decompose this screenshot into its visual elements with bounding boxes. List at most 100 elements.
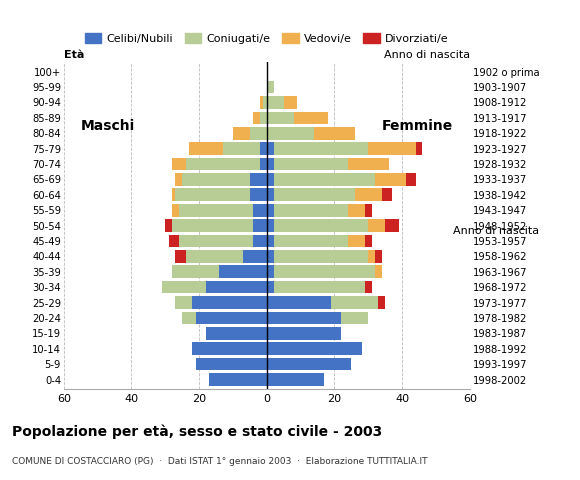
Bar xyxy=(260,96,263,109)
Bar xyxy=(267,81,274,93)
Bar xyxy=(172,158,186,170)
Bar xyxy=(172,189,176,201)
Bar xyxy=(267,111,294,124)
Bar xyxy=(169,235,179,247)
Bar xyxy=(267,358,351,371)
Bar xyxy=(182,312,196,324)
Bar xyxy=(267,373,324,386)
Bar xyxy=(267,265,274,278)
Bar xyxy=(267,189,274,201)
Bar xyxy=(405,173,416,186)
Bar xyxy=(267,296,331,309)
Bar xyxy=(162,281,206,293)
Bar xyxy=(267,235,274,247)
Bar xyxy=(206,327,267,340)
Bar xyxy=(186,250,243,263)
Bar xyxy=(253,204,267,216)
Bar xyxy=(253,111,260,124)
Bar xyxy=(274,189,355,201)
Bar xyxy=(165,219,172,232)
Bar xyxy=(379,296,385,309)
Text: Anno di nascita: Anno di nascita xyxy=(384,50,470,60)
Bar xyxy=(267,173,274,186)
Bar xyxy=(176,189,250,201)
Bar xyxy=(274,235,348,247)
Bar xyxy=(274,142,368,155)
Bar xyxy=(253,235,267,247)
Bar xyxy=(416,142,422,155)
Bar xyxy=(314,127,355,140)
Bar xyxy=(223,142,260,155)
Bar xyxy=(250,127,267,140)
Bar xyxy=(267,250,274,263)
Bar xyxy=(267,327,341,340)
Bar xyxy=(267,158,274,170)
Bar xyxy=(365,235,372,247)
Y-axis label: Anno di nascita: Anno di nascita xyxy=(453,226,539,236)
Bar xyxy=(179,235,253,247)
Bar xyxy=(348,158,389,170)
Bar xyxy=(263,96,267,109)
Bar xyxy=(267,312,341,324)
Bar xyxy=(250,173,267,186)
Bar xyxy=(284,96,298,109)
Bar xyxy=(348,235,365,247)
Bar xyxy=(382,189,392,201)
Bar xyxy=(375,173,405,186)
Bar xyxy=(219,265,267,278)
Bar xyxy=(341,312,368,324)
Bar xyxy=(274,265,375,278)
Bar xyxy=(193,296,267,309)
Bar xyxy=(368,219,385,232)
Bar xyxy=(368,250,375,263)
Bar xyxy=(206,281,267,293)
Bar xyxy=(186,158,260,170)
Bar xyxy=(274,250,368,263)
Bar xyxy=(196,358,267,371)
Legend: Celibi/Nubili, Coniugati/e, Vedovi/e, Divorziati/e: Celibi/Nubili, Coniugati/e, Vedovi/e, Di… xyxy=(80,29,454,48)
Bar xyxy=(267,127,314,140)
Bar xyxy=(274,173,375,186)
Bar xyxy=(179,204,253,216)
Bar xyxy=(250,189,267,201)
Bar xyxy=(355,189,382,201)
Bar xyxy=(267,219,274,232)
Bar xyxy=(368,142,416,155)
Bar xyxy=(348,204,365,216)
Bar xyxy=(365,204,372,216)
Bar xyxy=(172,265,219,278)
Bar xyxy=(196,312,267,324)
Bar xyxy=(243,250,267,263)
Text: Femmine: Femmine xyxy=(382,119,453,132)
Bar xyxy=(260,142,267,155)
Bar xyxy=(365,281,372,293)
Bar xyxy=(260,111,267,124)
Text: Popolazione per età, sesso e stato civile - 2003: Popolazione per età, sesso e stato civil… xyxy=(12,425,382,439)
Bar xyxy=(260,158,267,170)
Bar xyxy=(267,342,361,355)
Bar xyxy=(193,342,267,355)
Bar xyxy=(274,204,348,216)
Bar xyxy=(267,96,284,109)
Bar xyxy=(172,219,253,232)
Bar xyxy=(274,281,365,293)
Bar xyxy=(209,373,267,386)
Bar xyxy=(267,281,274,293)
Bar xyxy=(176,296,193,309)
Bar xyxy=(176,250,186,263)
Bar xyxy=(385,219,399,232)
Bar xyxy=(176,173,182,186)
Bar xyxy=(253,219,267,232)
Bar xyxy=(189,142,223,155)
Bar xyxy=(375,265,382,278)
Bar xyxy=(331,296,379,309)
Bar xyxy=(172,204,179,216)
Bar xyxy=(274,219,368,232)
Bar xyxy=(182,173,250,186)
Text: COMUNE DI COSTACCIARO (PG)  ·  Dati ISTAT 1° gennaio 2003  ·  Elaborazione TUTTI: COMUNE DI COSTACCIARO (PG) · Dati ISTAT … xyxy=(12,457,427,466)
Text: Maschi: Maschi xyxy=(81,119,135,132)
Bar xyxy=(233,127,250,140)
Bar xyxy=(375,250,382,263)
Bar xyxy=(267,204,274,216)
Bar xyxy=(274,158,348,170)
